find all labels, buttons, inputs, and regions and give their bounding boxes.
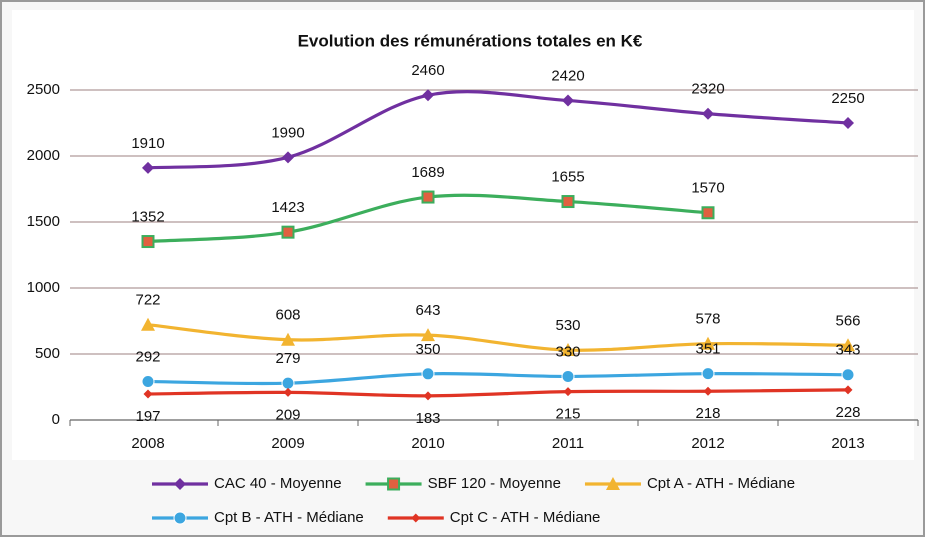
series-line: [147, 372, 849, 386]
data-point: [281, 376, 295, 390]
data-label: 1352: [131, 209, 164, 226]
data-label: 2320: [691, 81, 724, 98]
data-label: 292: [135, 348, 160, 365]
data-label: 722: [135, 292, 160, 309]
data-point: [142, 161, 154, 174]
data-point: [141, 374, 155, 388]
x-tick-label: 2009: [271, 435, 304, 452]
x-tick-label: 2013: [831, 435, 864, 452]
data-point: [561, 343, 575, 357]
data-point: [421, 367, 435, 381]
y-tick-label: 2500: [27, 81, 60, 98]
data-point: [423, 391, 433, 401]
data-label: 228: [835, 404, 860, 421]
data-point: [842, 117, 854, 129]
data-point: [282, 151, 294, 164]
legend-marker: [605, 477, 620, 490]
y-tick-label: 500: [35, 345, 60, 362]
legend-marker: [174, 478, 186, 490]
data-point: [141, 317, 155, 331]
legend-label: Cpt B - ATH - Médiane: [214, 509, 364, 526]
data-point: [562, 94, 574, 107]
plot-background: [12, 10, 914, 460]
legend-label: SBF 120 - Moyenne: [428, 475, 561, 492]
data-label: 209: [275, 406, 300, 423]
data-label: 608: [275, 307, 300, 324]
legend-label: CAC 40 - Moyenne: [214, 475, 342, 492]
data-point: [421, 190, 435, 204]
data-point: [843, 385, 853, 395]
legend-marker: [173, 511, 187, 525]
data-label: 2420: [551, 68, 584, 85]
y-tick-label: 2000: [27, 147, 60, 164]
data-point: [281, 225, 295, 239]
data-label: 1990: [271, 124, 304, 141]
data-point: [561, 195, 575, 209]
data-point: [701, 336, 715, 350]
legend-marker: [387, 477, 401, 491]
data-label: 183: [415, 410, 440, 427]
series-line: [147, 388, 849, 398]
legend-label: Cpt C - ATH - Médiane: [450, 509, 601, 526]
series-line: [147, 90, 849, 170]
data-label: 1689: [411, 164, 444, 181]
data-label: 643: [415, 302, 440, 319]
series-line: [147, 323, 849, 352]
data-label: 2250: [831, 90, 864, 107]
data-label: 218: [695, 405, 720, 422]
data-point: [141, 235, 155, 249]
data-point: [701, 367, 715, 381]
data-label: 1655: [551, 169, 584, 186]
data-label: 215: [555, 406, 580, 423]
data-point: [702, 107, 714, 120]
x-tick-label: 2010: [411, 435, 444, 452]
y-tick-label: 1500: [27, 213, 60, 230]
x-tick-label: 2008: [131, 435, 164, 452]
data-label: 279: [275, 350, 300, 367]
data-label: 566: [835, 312, 860, 329]
data-label: 197: [135, 408, 160, 425]
data-point: [143, 389, 153, 399]
data-point: [703, 386, 713, 396]
data-label: 530: [555, 317, 580, 334]
data-point: [841, 368, 855, 382]
data-point: [563, 387, 573, 397]
data-label: 1910: [131, 135, 164, 152]
data-point: [561, 369, 575, 383]
y-tick-label: 1000: [27, 279, 60, 296]
chart-title: Evolution des rémunérations totales en K…: [298, 31, 643, 50]
data-label: 578: [695, 311, 720, 328]
data-point: [422, 89, 434, 102]
data-label: 330: [555, 343, 580, 360]
legend-marker: [411, 513, 421, 523]
data-point: [421, 328, 435, 342]
data-label: 343: [835, 342, 860, 359]
data-label: 1570: [691, 180, 724, 197]
data-label: 350: [415, 341, 440, 358]
data-point: [841, 338, 855, 352]
x-tick-label: 2011: [552, 435, 584, 452]
data-point: [281, 332, 295, 346]
y-tick-label: 0: [52, 411, 60, 428]
data-label: 1423: [271, 199, 304, 216]
data-label: 2460: [411, 62, 444, 79]
legend-label: Cpt A - ATH - Médiane: [647, 475, 795, 492]
x-tick-label: 2012: [691, 435, 724, 452]
data-point: [283, 387, 293, 397]
data-point: [701, 206, 715, 220]
data-label: 351: [695, 341, 720, 358]
